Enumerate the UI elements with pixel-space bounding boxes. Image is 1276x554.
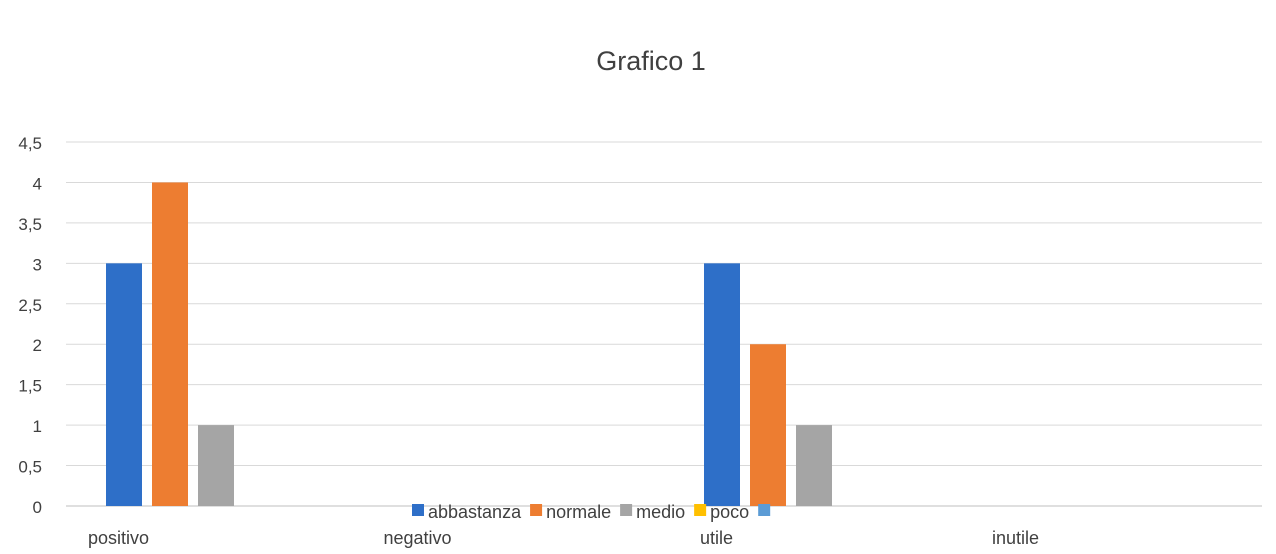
x-category-label: inutile <box>992 528 1039 548</box>
y-tick-label: 3 <box>33 255 42 274</box>
bar-utile-medio <box>796 425 832 506</box>
x-category-label: positivo <box>88 528 149 548</box>
legend-swatch <box>620 504 633 516</box>
bar-positivo-abbastanza <box>106 263 142 506</box>
bars <box>106 182 832 506</box>
legend-label: normale <box>546 502 611 522</box>
y-tick-label: 0,5 <box>18 458 42 477</box>
y-tick-label: 1 <box>33 417 42 436</box>
y-tick-label: 1,5 <box>18 377 42 396</box>
x-category-label: utile <box>700 528 733 548</box>
bar-positivo-medio <box>198 425 234 506</box>
y-tick-label: 4 <box>33 174 42 193</box>
y-tick-label: 2,5 <box>18 296 42 315</box>
legend-label: abbastanza <box>428 502 522 522</box>
chart-title: Grafico 1 <box>596 46 706 76</box>
legend: abbastanza normale medio poco <box>412 502 771 522</box>
legend-label: medio <box>636 502 685 522</box>
y-tick-label: 3,5 <box>18 215 42 234</box>
bar-utile-normale <box>750 344 786 506</box>
bar-positivo-normale <box>152 182 188 506</box>
gridlines <box>66 141 1262 507</box>
bar-utile-abbastanza <box>704 263 740 506</box>
y-tick-label: 2 <box>33 336 42 355</box>
legend-label: poco <box>710 502 749 522</box>
x-category-label: negativo <box>383 528 451 548</box>
legend-swatch <box>530 504 543 516</box>
legend-swatch <box>694 504 707 516</box>
y-tick-label: 4,5 <box>18 134 42 153</box>
y-tick-label: 0 <box>33 498 42 517</box>
legend-swatch <box>758 504 771 516</box>
legend-swatch <box>412 504 424 516</box>
y-axis-tick-labels: 0 0,5 1 1,5 2 2,5 3 3,5 4 4,5 <box>18 134 42 517</box>
x-axis-category-labels: positivo negativo utile inutile <box>88 528 1039 548</box>
